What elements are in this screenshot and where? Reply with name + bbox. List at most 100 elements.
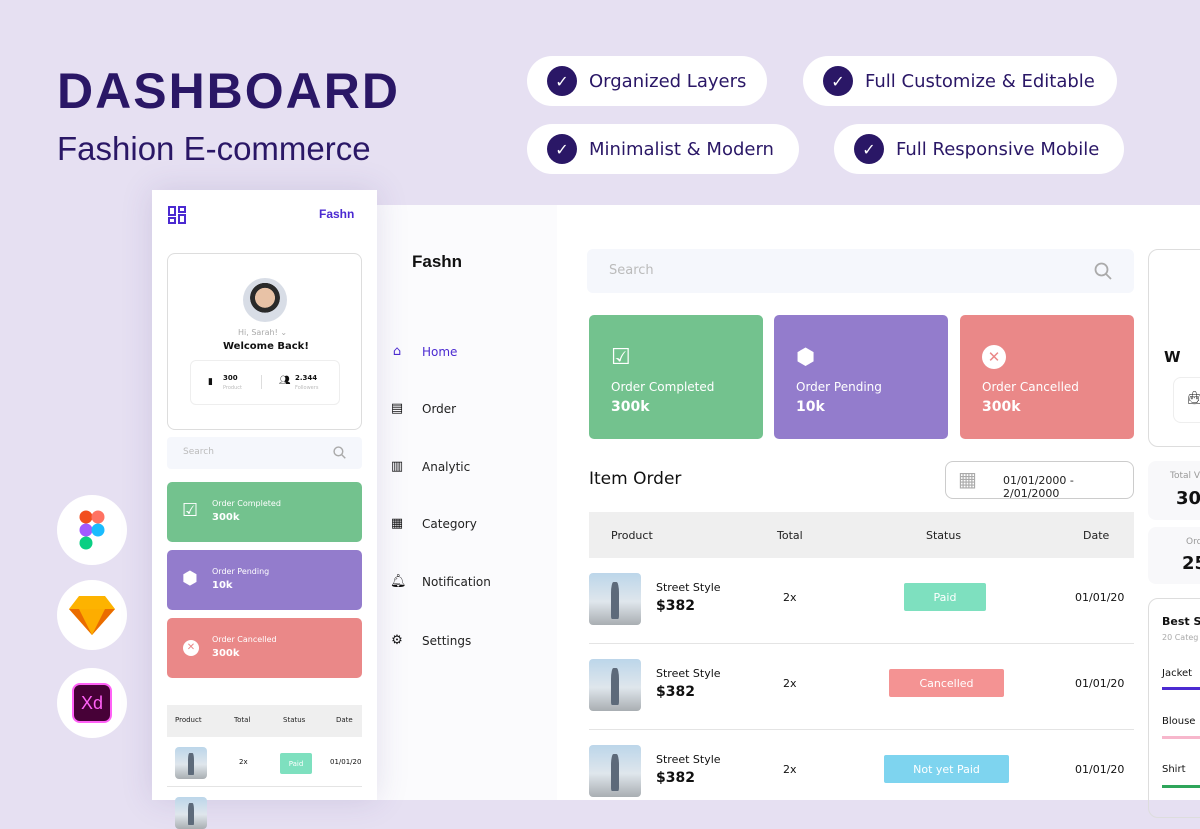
figma-icon (57, 495, 127, 565)
column-header: Total (777, 529, 803, 542)
total-label: Total V (1170, 471, 1200, 481)
search-placeholder: Search (609, 263, 654, 278)
order-card: Ord 25 (1148, 527, 1200, 584)
check-icon: ✓ (547, 66, 577, 96)
product-price: $382 (656, 684, 695, 700)
page-subtitle: Fashion E-commerce (57, 130, 371, 167)
gear-icon: ⚙ (391, 633, 403, 648)
stat-card-pending: ⬢ Order Pending 10k (774, 315, 948, 439)
column-header: Date (336, 716, 353, 724)
status-badge: Cancelled (889, 669, 1004, 697)
order-list-icon: ▤ (390, 401, 404, 416)
category-label: Shirt (1162, 764, 1186, 775)
welcome-text: Welcome Back! (223, 341, 309, 352)
completed-check-icon: ☑ (182, 500, 199, 521)
mobile-search-input[interactable]: Search (167, 437, 362, 469)
search-input[interactable]: Search (587, 249, 1134, 293)
order-total: 2x (783, 763, 797, 776)
sidebar-item-order[interactable]: ▤ Order (390, 401, 456, 416)
feature-label: Minimalist & Modern (589, 138, 774, 160)
sidebar-item-home[interactable]: ⌂ Home (390, 344, 458, 359)
followers-count: 2.344 (295, 374, 318, 382)
bag-icon: 👜︎ (1186, 391, 1200, 406)
date-range-picker[interactable]: ▦ 01/01/2000 - 2/01/2000 (945, 461, 1134, 500)
total-card: Total V 30 (1148, 461, 1200, 520)
feature-pill: ✓ Full Customize & Editable (803, 56, 1117, 106)
mobile-stat-pending: ⬢ Order Pending 10k (167, 550, 362, 610)
sidebar-item-category[interactable]: ▦ Category (390, 516, 477, 531)
stat-card-cancelled: ✕ Order Cancelled 300k (960, 315, 1134, 439)
order-label: Ord (1186, 537, 1200, 547)
category-bar (1162, 736, 1200, 739)
sidebar-item-notification[interactable]: 🔔︎ Notification (390, 574, 491, 589)
check-icon: ✓ (854, 134, 884, 164)
sketch-icon (57, 580, 127, 650)
sidebar (377, 205, 557, 800)
order-total: 2x (783, 591, 797, 604)
sidebar-item-label: Order (422, 401, 457, 416)
grid-icon: ▦ (390, 516, 404, 531)
order-date: 01/01/20 (1075, 591, 1125, 604)
product-name: Street Style (656, 581, 721, 594)
stat-label: Order Completed (212, 499, 281, 508)
stats-box: 👜︎ (1173, 377, 1200, 423)
table-row[interactable] (589, 644, 1134, 730)
sidebar-item-analytic[interactable]: ▥ Analytic (390, 459, 470, 474)
order-value: 25 (1182, 553, 1200, 574)
best-seller-subtitle: 20 Categ (1162, 633, 1199, 642)
mobile-table-row[interactable] (167, 737, 362, 787)
status-badge: Paid (280, 753, 312, 774)
product-image (589, 573, 641, 625)
bell-icon: 🔔︎ (390, 574, 407, 589)
mobile-profile-card (167, 253, 362, 430)
feature-pill: ✓ Minimalist & Modern (527, 124, 799, 174)
date-range-text: 01/01/2000 - 2/01/2000 (1003, 474, 1074, 500)
product-name: Street Style (656, 753, 721, 766)
followers-label: Followers (295, 385, 319, 391)
sidebar-item-settings[interactable]: ⚙ Settings (390, 633, 471, 648)
category-label: Jacket (1162, 668, 1193, 679)
feature-label: Full Responsive Mobile (896, 138, 1100, 160)
avatar[interactable] (243, 278, 287, 322)
item-order-title: Item Order (589, 469, 682, 489)
stat-label: Order Cancelled (982, 380, 1079, 394)
stat-label: Order Pending (212, 567, 270, 576)
greeting[interactable]: Hi, Sarah! ⌄ (238, 328, 287, 337)
mobile-stat-completed: ☑ Order Completed 300k (167, 482, 362, 542)
search-icon[interactable] (333, 446, 346, 459)
stat-value: 10k (796, 399, 825, 415)
column-header: Product (611, 529, 653, 542)
box-clock-icon: ⬢ (182, 568, 198, 589)
order-date: 01/01/20 (330, 758, 362, 766)
feature-label: Organized Layers (589, 70, 747, 92)
profile-card: W 👜︎ (1148, 249, 1200, 447)
completed-check-icon: ☑ (611, 345, 631, 370)
product-count: 300 (223, 374, 238, 382)
menu-grid-icon[interactable] (168, 206, 186, 224)
column-header: Total (234, 716, 251, 724)
feature-pill: ✓ Full Responsive Mobile (834, 124, 1124, 174)
stat-label: Order Pending (796, 380, 882, 394)
cancel-x-icon: ✕ (183, 640, 199, 656)
table-header (589, 512, 1134, 558)
sidebar-item-label: Category (422, 516, 477, 531)
home-icon: ⌂ (392, 344, 402, 359)
stat-label: Order Completed (611, 380, 715, 394)
calendar-icon: ▦ (958, 467, 977, 491)
table-row[interactable] (589, 558, 1134, 644)
total-value: 30 (1176, 488, 1200, 509)
stat-value: 10k (212, 580, 233, 591)
welcome-text: W (1164, 348, 1181, 366)
page-title: DASHBOARD (57, 63, 400, 119)
mobile-stat-cancelled: ✕ Order Cancelled 300k (167, 618, 362, 678)
stat-card-completed: ☑ Order Completed 300k (589, 315, 763, 439)
search-icon[interactable] (1094, 262, 1112, 280)
sidebar-item-label: Notification (422, 574, 491, 589)
column-header: Status (283, 716, 306, 724)
product-image (175, 747, 207, 779)
bag-icon: ▮ (208, 377, 213, 387)
check-icon: ✓ (823, 66, 853, 96)
search-placeholder: Search (183, 447, 214, 457)
chevron-down-icon: ⌄ (280, 328, 288, 337)
divider (261, 375, 262, 389)
